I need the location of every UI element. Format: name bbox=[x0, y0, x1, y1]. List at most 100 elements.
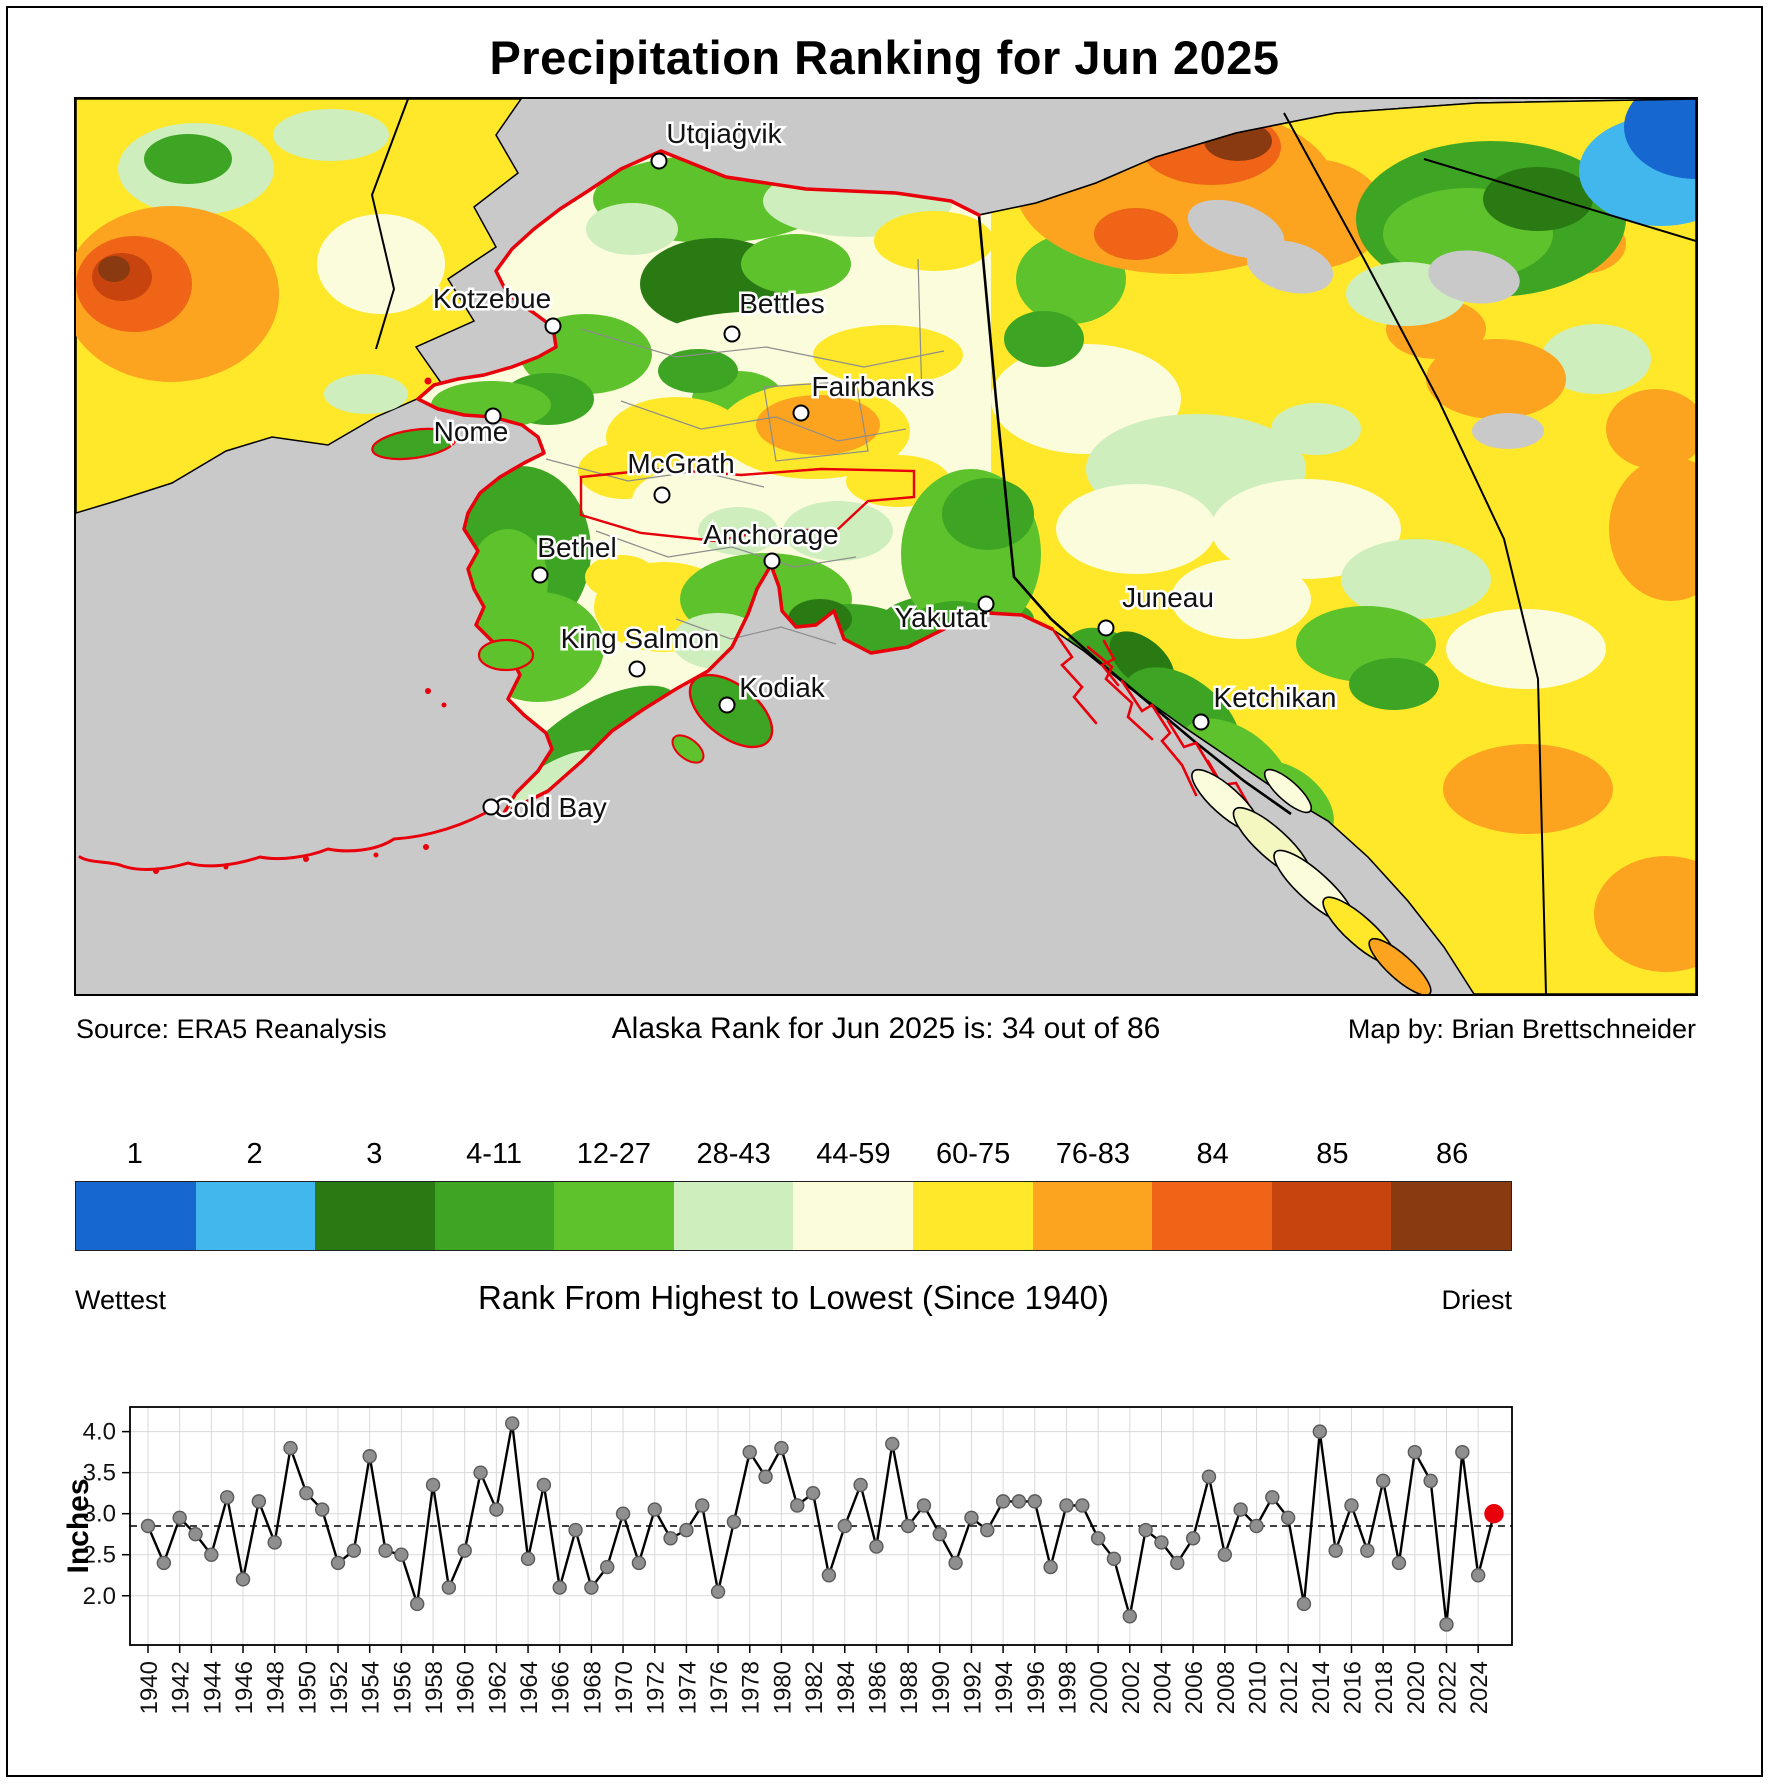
legend-color-segment bbox=[793, 1182, 914, 1250]
data-point bbox=[140, 1518, 156, 1534]
small-islands-red bbox=[153, 377, 447, 874]
x-tick-label: 2010 bbox=[1245, 1661, 1272, 1714]
x-tick-label: 1976 bbox=[706, 1661, 733, 1714]
data-point bbox=[473, 1465, 488, 1480]
y-tick-label: 2.0 bbox=[83, 1583, 116, 1610]
city-label: Anchorage bbox=[703, 519, 838, 550]
credit-label: Map by: Brian Brettschneider bbox=[1347, 1014, 1696, 1044]
x-tick-label: 1980 bbox=[769, 1661, 796, 1714]
nunivak-island bbox=[477, 638, 535, 672]
x-tick-label: 1966 bbox=[548, 1661, 575, 1714]
data-point bbox=[1154, 1535, 1169, 1550]
russia-boundary-line bbox=[370, 99, 409, 350]
city-label: Kodiak bbox=[739, 672, 826, 703]
data-point bbox=[710, 1584, 726, 1599]
data-point bbox=[299, 1485, 314, 1501]
political-boundaries bbox=[977, 112, 1696, 994]
x-tick-label: 1946 bbox=[231, 1661, 258, 1714]
x-tick-label: 2016 bbox=[1340, 1661, 1367, 1714]
data-points bbox=[140, 1416, 1504, 1632]
legend-rank-label: 4-11 bbox=[466, 1138, 523, 1170]
data-point bbox=[1280, 1510, 1296, 1525]
x-tick-label: 1942 bbox=[168, 1661, 195, 1714]
data-point bbox=[489, 1502, 504, 1517]
x-tick-label: 2020 bbox=[1403, 1661, 1430, 1714]
data-point bbox=[1407, 1444, 1423, 1460]
city-label: Juneau bbox=[1122, 582, 1214, 613]
x-tick-label: 2014 bbox=[1308, 1661, 1335, 1714]
x-tick-label: 1988 bbox=[896, 1661, 923, 1714]
x-tick-label: 1994 bbox=[991, 1661, 1018, 1714]
data-point bbox=[1059, 1498, 1074, 1513]
data-point bbox=[251, 1494, 267, 1509]
data-point bbox=[1249, 1518, 1264, 1534]
data-point bbox=[615, 1506, 631, 1521]
data-point bbox=[1470, 1568, 1486, 1583]
data-point bbox=[1185, 1531, 1201, 1546]
timeseries-chart: 2.0 2.5 3.0 3.5 4.0 1940 1942 1944 1946 1948 1950 1… bbox=[8, 1393, 1761, 1743]
data-point bbox=[663, 1531, 678, 1546]
x-tick-label: 2012 bbox=[1276, 1661, 1303, 1714]
data-point bbox=[758, 1469, 773, 1484]
city-label: Utqiaġvik bbox=[666, 118, 782, 149]
data-point bbox=[647, 1502, 662, 1517]
figure-page: Precipitation Ranking for Jun 2025 bbox=[6, 6, 1763, 1777]
data-point bbox=[425, 1477, 441, 1493]
st-lawrence-island bbox=[371, 427, 457, 461]
legend-color-segment bbox=[76, 1182, 196, 1250]
data-point bbox=[378, 1543, 393, 1558]
data-point bbox=[568, 1522, 583, 1538]
data-point bbox=[1344, 1498, 1359, 1513]
data-point bbox=[742, 1444, 757, 1460]
city-marker bbox=[482, 798, 500, 816]
page-title: Precipitation Ranking for Jun 2025 bbox=[489, 31, 1280, 84]
data-point bbox=[1170, 1555, 1185, 1571]
city-label: King Salmon bbox=[561, 623, 720, 654]
city-marker bbox=[977, 595, 995, 613]
x-tick-label: 1960 bbox=[453, 1661, 480, 1714]
x-tick-label: 1982 bbox=[801, 1661, 828, 1714]
x-tick-label: 1944 bbox=[199, 1661, 226, 1714]
caption-row: Source: ERA5 Reanalysis Alaska Rank for … bbox=[76, 1012, 1696, 1046]
city-marker bbox=[484, 407, 502, 425]
data-point bbox=[552, 1580, 567, 1595]
legend-rank-label: 85 bbox=[1316, 1138, 1349, 1170]
x-tick-label: 1948 bbox=[263, 1661, 290, 1714]
data-point bbox=[1296, 1596, 1312, 1612]
data-point bbox=[1027, 1494, 1042, 1509]
legend-color-segment bbox=[554, 1182, 674, 1250]
y-axis-label: Inches bbox=[62, 1478, 95, 1573]
data-point bbox=[283, 1440, 298, 1456]
x-tick-label: 1964 bbox=[516, 1661, 543, 1714]
city-label: Yakutat bbox=[895, 602, 988, 633]
data-point bbox=[267, 1535, 282, 1550]
city-marker bbox=[763, 552, 781, 570]
data-point bbox=[330, 1555, 346, 1571]
x-tick-label: 1974 bbox=[674, 1661, 701, 1714]
data-point bbox=[980, 1522, 995, 1538]
data-point bbox=[204, 1547, 219, 1562]
city-marker bbox=[544, 317, 562, 335]
data-point bbox=[1265, 1490, 1280, 1505]
legend: 1 2 3 4-11 12-27 28-43 44-59 60-75 76-83 84 85 86 W… bbox=[75, 1138, 1512, 1317]
data-point bbox=[520, 1551, 536, 1567]
data-point bbox=[1075, 1498, 1090, 1513]
data-point bbox=[853, 1477, 868, 1493]
legend-rank-label: 2 bbox=[246, 1138, 263, 1170]
data-point bbox=[346, 1543, 362, 1558]
legend-rank-label: 76-83 bbox=[1055, 1138, 1130, 1170]
x-tick-label: 1986 bbox=[864, 1661, 891, 1714]
legend-rank-label: 44-59 bbox=[816, 1138, 891, 1170]
data-point bbox=[631, 1555, 647, 1571]
legend-rank-label: 1 bbox=[126, 1138, 143, 1170]
city-marker bbox=[650, 152, 668, 170]
data-point bbox=[394, 1547, 409, 1562]
chart-frame bbox=[129, 1406, 1513, 1646]
data-point bbox=[964, 1510, 979, 1525]
city-label: McGrath bbox=[627, 448, 734, 479]
x-tick-label: 1962 bbox=[484, 1661, 511, 1714]
data-point bbox=[726, 1514, 742, 1530]
current-year-point bbox=[1484, 1503, 1504, 1524]
